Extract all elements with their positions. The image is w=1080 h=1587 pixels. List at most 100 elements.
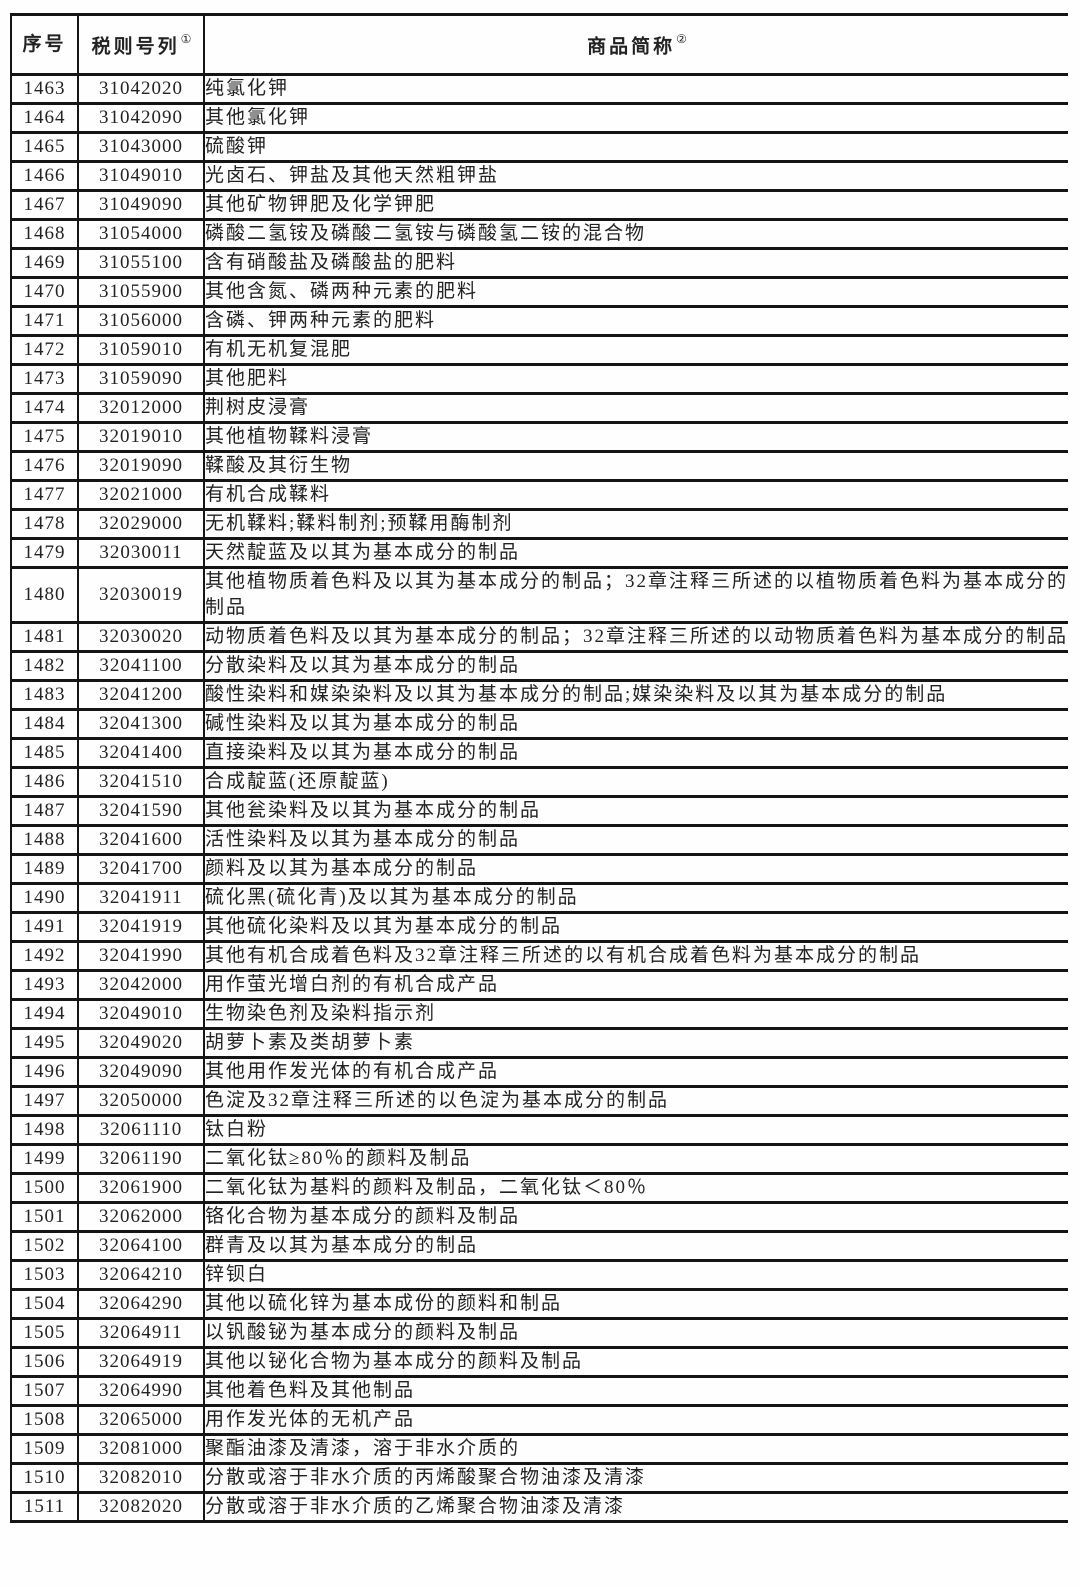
row-seq-cell: 1463 [11, 74, 79, 105]
row-name-cell: 其他硫化染料及以其为基本成分的制品 [204, 912, 1068, 943]
row-seq-cell: 1504 [11, 1289, 79, 1320]
row-seq-cell: 1498 [11, 1115, 79, 1146]
row-seq-cell: 1475 [11, 422, 79, 453]
row-code-cell: 32041700 [78, 854, 205, 885]
row-code-cell: 32029000 [78, 509, 205, 540]
table-row: 1496 32049090 其他用作发光体的有机合成产品 [11, 1057, 1068, 1088]
row-seq-cell: 1486 [11, 767, 79, 798]
row-name-cell: 分散或溶于非水介质的丙烯酸聚合物油漆及清漆 [204, 1463, 1068, 1494]
row-name-cell: 天然靛蓝及以其为基本成分的制品 [204, 538, 1068, 569]
footnote-marker-1: ① [180, 32, 192, 47]
row-seq-cell: 1465 [11, 132, 79, 163]
row-code-cell: 31042090 [78, 103, 205, 134]
row-code-cell: 31043000 [78, 132, 205, 163]
row-name-cell: 其他矿物钾肥及化学钾肥 [204, 190, 1068, 221]
row-seq-cell: 1489 [11, 854, 79, 885]
row-code-cell: 32065000 [78, 1405, 205, 1436]
row-name-cell: 活性染料及以其为基本成分的制品 [204, 825, 1068, 856]
row-name-cell: 合成靛蓝(还原靛蓝) [204, 767, 1068, 798]
table-row: 1472 31059010 有机无机复混肥 [11, 335, 1068, 366]
table-row: 1491 32041919 其他硫化染料及以其为基本成分的制品 [11, 912, 1068, 943]
row-name-cell: 二氧化钛≥80％的颜料及制品 [204, 1144, 1068, 1175]
row-name-cell: 磷酸二氢铵及磷酸二氢铵与磷酸氢二铵的混合物 [204, 219, 1068, 250]
row-code-cell: 31055900 [78, 277, 205, 308]
table-row: 1507 32064990 其他着色料及其他制品 [11, 1376, 1068, 1407]
column-header-seq-label: 序号 [22, 33, 67, 55]
row-code-cell: 32082010 [78, 1463, 205, 1494]
tariff-commodity-table: 序号 税则号列① 商品简称② 1463 31042020 纯氯化钾 1464 3… [10, 13, 1068, 1523]
row-name-cell: 其他含氮、磷两种元素的肥料 [204, 277, 1068, 308]
table-row: 1476 32019090 鞣酸及其衍生物 [11, 451, 1068, 482]
row-code-cell: 32064990 [78, 1376, 205, 1407]
table-row: 1466 31049010 光卤石、钾盐及其他天然粗钾盐 [11, 161, 1068, 192]
row-seq-cell: 1482 [11, 651, 79, 682]
row-name-cell: 锌钡白 [204, 1260, 1068, 1291]
row-name-cell: 钛白粉 [204, 1115, 1068, 1146]
row-code-cell: 32041919 [78, 912, 205, 943]
table-row: 1498 32061110 钛白粉 [11, 1115, 1068, 1146]
row-name-cell: 颜料及以其为基本成分的制品 [204, 854, 1068, 885]
row-seq-cell: 1474 [11, 393, 79, 424]
row-name-cell: 群青及以其为基本成分的制品 [204, 1231, 1068, 1262]
row-name-cell: 分散染料及以其为基本成分的制品 [204, 651, 1068, 682]
row-seq-cell: 1466 [11, 161, 79, 192]
table-row: 1509 32081000 聚酯油漆及清漆，溶于非水介质的 [11, 1434, 1068, 1465]
row-code-cell: 32019090 [78, 451, 205, 482]
table-row: 1494 32049010 生物染色剂及染料指示剂 [11, 999, 1068, 1030]
table-row: 1501 32062000 铬化合物为基本成分的颜料及制品 [11, 1202, 1068, 1233]
column-header-code-label: 税则号列 [91, 36, 180, 58]
row-seq-cell: 1471 [11, 306, 79, 337]
row-name-cell: 胡萝卜素及类胡萝卜素 [204, 1028, 1068, 1059]
table-row: 1486 32041510 合成靛蓝(还原靛蓝) [11, 767, 1068, 798]
row-seq-cell: 1469 [11, 248, 79, 279]
row-code-cell: 32041200 [78, 680, 205, 711]
table-row: 1488 32041600 活性染料及以其为基本成分的制品 [11, 825, 1068, 856]
row-code-cell: 32064919 [78, 1347, 205, 1378]
row-code-cell: 32041400 [78, 738, 205, 769]
table-row: 1468 31054000 磷酸二氢铵及磷酸二氢铵与磷酸氢二铵的混合物 [11, 219, 1068, 250]
row-seq-cell: 1508 [11, 1405, 79, 1436]
table-row: 1477 32021000 有机合成鞣料 [11, 480, 1068, 511]
row-seq-cell: 1468 [11, 219, 79, 250]
row-seq-cell: 1505 [11, 1318, 79, 1349]
row-code-cell: 31054000 [78, 219, 205, 250]
row-seq-cell: 1511 [11, 1492, 79, 1523]
row-code-cell: 32062000 [78, 1202, 205, 1233]
table-body: 1463 31042020 纯氯化钾 1464 31042090 其他氯化钾 1… [11, 74, 1068, 1523]
row-seq-cell: 1506 [11, 1347, 79, 1378]
row-seq-cell: 1499 [11, 1144, 79, 1175]
row-name-cell: 含有硝酸盐及磷酸盐的肥料 [204, 248, 1068, 279]
row-name-cell: 纯氯化钾 [204, 74, 1068, 105]
row-name-cell: 其他瓮染料及以其为基本成分的制品 [204, 796, 1068, 827]
row-seq-cell: 1488 [11, 825, 79, 856]
table-row: 1502 32064100 群青及以其为基本成分的制品 [11, 1231, 1068, 1262]
footnote-marker-2: ② [676, 32, 687, 47]
row-code-cell: 32061110 [78, 1115, 205, 1146]
row-name-cell: 含磷、钾两种元素的肥料 [204, 306, 1068, 337]
row-name-cell: 其他有机合成着色料及32章注释三所述的以有机合成着色料为基本成分的制品 [204, 941, 1068, 972]
table-row: 1473 31059090 其他肥料 [11, 364, 1068, 395]
row-seq-cell: 1510 [11, 1463, 79, 1494]
row-code-cell: 31059090 [78, 364, 205, 395]
table-row: 1467 31049090 其他矿物钾肥及化学钾肥 [11, 190, 1068, 221]
row-name-cell: 有机无机复混肥 [204, 335, 1068, 366]
row-seq-cell: 1497 [11, 1086, 79, 1117]
row-name-cell: 酸性染料和媒染染料及以其为基本成分的制品;媒染染料及以其为基本成分的制品 [204, 680, 1068, 711]
row-seq-cell: 1485 [11, 738, 79, 769]
row-name-cell: 其他以铋化合物为基本成分的颜料及制品 [204, 1347, 1068, 1378]
row-seq-cell: 1494 [11, 999, 79, 1030]
row-name-cell: 铬化合物为基本成分的颜料及制品 [204, 1202, 1068, 1233]
table-row: 1474 32012000 荆树皮浸膏 [11, 393, 1068, 424]
row-code-cell: 32030011 [78, 538, 205, 569]
row-seq-cell: 1493 [11, 970, 79, 1001]
table-row: 1504 32064290 其他以硫化锌为基本成份的颜料和制品 [11, 1289, 1068, 1320]
row-seq-cell: 1473 [11, 364, 79, 395]
row-name-cell: 无机鞣料;鞣料制剂;预鞣用酶制剂 [204, 509, 1068, 540]
table-row: 1475 32019010 其他植物鞣料浸膏 [11, 422, 1068, 453]
row-seq-cell: 1501 [11, 1202, 79, 1233]
row-seq-cell: 1484 [11, 709, 79, 740]
column-header-seq: 序号 [11, 14, 79, 76]
column-header-code: 税则号列① [78, 14, 205, 76]
row-code-cell: 32064290 [78, 1289, 205, 1320]
